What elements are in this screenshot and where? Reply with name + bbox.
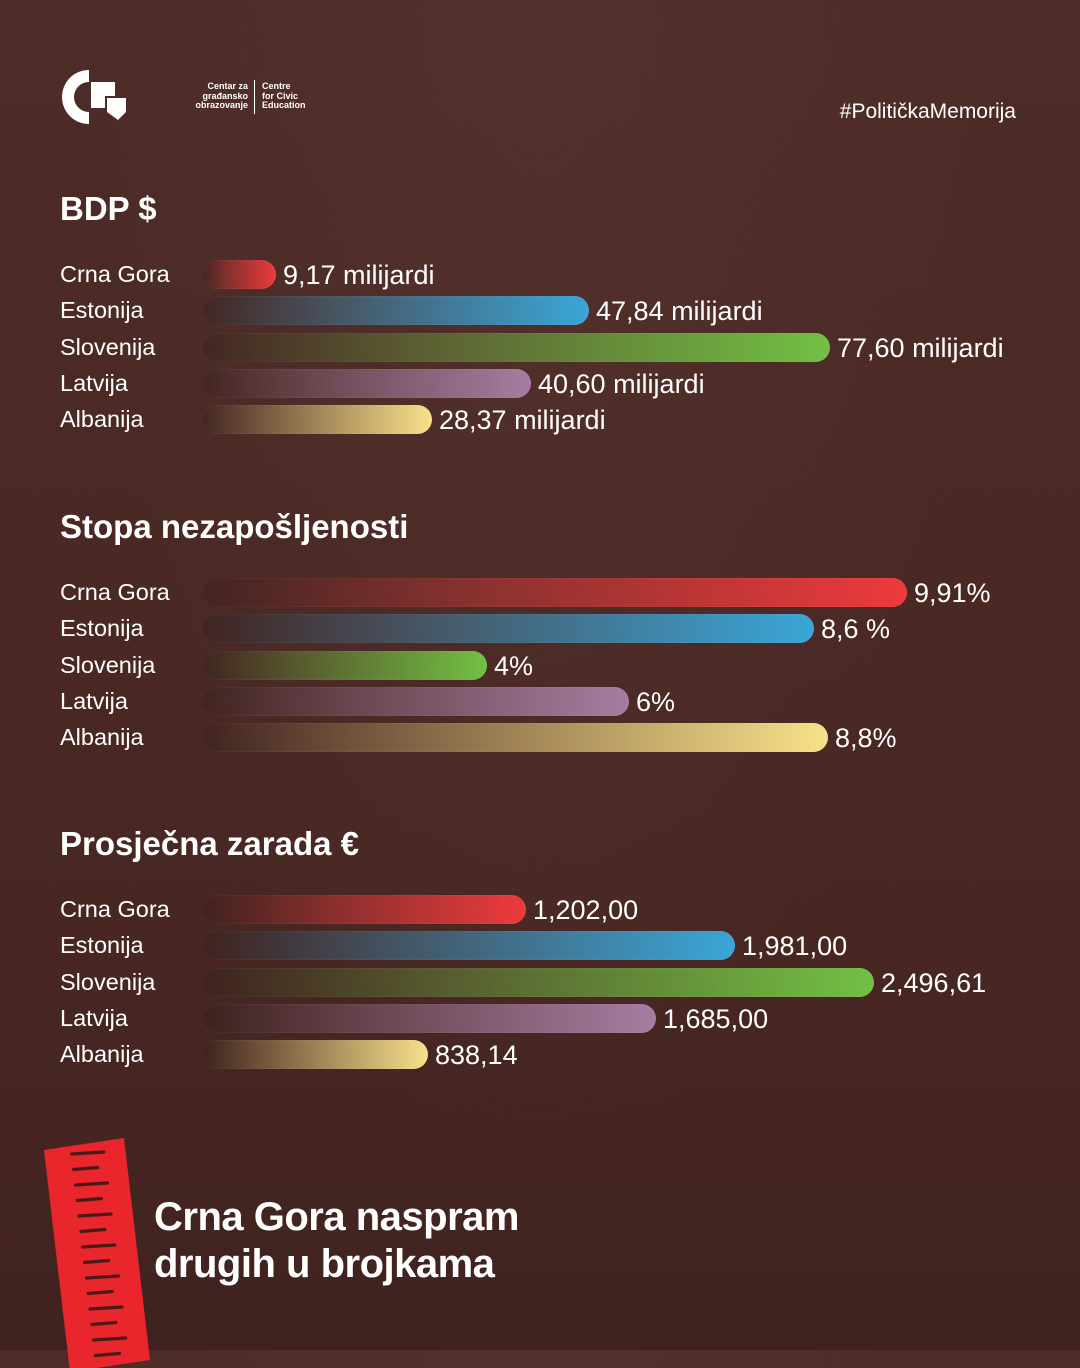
bar-row: Crna Gora 9,91% [60,577,1040,613]
bar [202,332,830,362]
bar [202,405,432,435]
bar-row: Albanija 8,8% [60,722,1040,758]
chart-title: BDP $ [60,190,157,227]
value-label: 1,685,00 [663,1003,769,1034]
category-label: Slovenija [60,968,156,995]
bar [202,368,531,398]
bar [202,614,814,644]
value-label: 28,37 milijardi [439,405,606,436]
ruler-tick [84,1274,120,1280]
value-label: 1,202,00 [533,895,639,925]
category-label: Estonija [60,297,144,324]
value-label: 838,14 [435,1040,518,1071]
logo-divider [254,80,255,114]
category-label: Crna Gora [60,579,170,605]
bar-row: Slovenija 2,496,61 [60,967,1040,1003]
ruler-tick [92,1336,128,1342]
ruler-tick [93,1351,122,1358]
value-label: 9,91% [914,578,991,608]
logo-text-local: Centar za građansko obrazovanje [195,81,248,110]
logo-text-english: Centre for Civic Education [262,81,306,110]
bar-rows: Crna Gora 9,91% Estonija 8,6 % Slovenija 4% La… [60,577,1040,758]
bar-row: Estonija 47,84 milijardi [60,295,1040,331]
bar-row: Latvija 40,60 milijardi [60,368,1040,404]
category-label: Latvija [60,1004,128,1031]
bar-row: Slovenija 4% [60,650,1040,686]
ruler-tick [81,1243,117,1249]
ruler-tick [77,1212,113,1218]
ruler-tick [90,1320,118,1327]
chart-title: Stopa nezapošljenosti [60,508,409,545]
chart-unemployment: Stopa nezapošljenosti Crna Gora 9,91% Esto… [60,505,1040,758]
hashtag: #PolitičkaMemorija [839,100,1016,123]
category-label: Slovenija [60,333,156,360]
bar [202,650,487,680]
ruler-tick [86,1289,114,1296]
ruler-tick [73,1181,110,1187]
bar [202,931,735,961]
ruler-icon [44,1138,150,1368]
ruler-tick [88,1305,124,1311]
bar-rows: Crna Gora 1,202,00 Estonija 1,981,00 Sloveni… [60,894,1040,1075]
category-label: Latvija [60,369,128,396]
ruler-tick [72,1165,100,1172]
category-label: Latvija [60,687,128,714]
ruler-tick [75,1196,103,1203]
bar-row: Albanija 28,37 milijardi [60,404,1040,440]
bar [202,296,589,326]
cgo-logo: Centar za građansko obrazovanje Centre f… [60,68,306,128]
bar [202,895,526,924]
bar-row: Crna Gora 1,202,00 [60,894,1040,930]
category-label: Albanija [60,1041,144,1068]
value-label: 77,60 milijardi [837,332,1004,363]
bar [202,1040,428,1070]
value-label: 40,60 milijardi [538,368,705,399]
category-label: Albanija [60,724,144,751]
category-label: Estonija [60,615,144,642]
chart-title: Prosječna zarada € [60,825,359,862]
value-label: 1,981,00 [742,931,848,962]
chart-average-salary: Prosječna zarada € Crna Gora 1,202,00 Esto… [60,822,1040,1075]
value-label: 4% [494,650,534,681]
ruler-tick [70,1150,106,1156]
ruler-tick [79,1227,107,1234]
value-label: 6% [636,686,676,717]
bar [202,967,874,997]
bar [202,723,828,753]
bar [202,578,907,607]
bar-row: Latvija 6% [60,686,1040,722]
bar [202,686,629,716]
category-label: Albanija [60,406,144,433]
value-label: 2,496,61 [881,967,987,998]
bar [202,260,276,289]
category-label: Crna Gora [60,896,170,922]
bar-rows: Crna Gora 9,17 milijardi Estonija 47,84 mil… [60,259,1040,440]
value-label: 9,17 milijardi [283,260,435,290]
value-label: 47,84 milijardi [596,296,763,327]
value-label: 8,6 % [821,614,891,645]
category-label: Crna Gora [60,261,170,287]
ruler-tick [82,1258,111,1265]
bar-row: Latvija 1,685,00 [60,1003,1040,1039]
bar-row: Crna Gora 9,17 milijardi [60,259,1040,295]
bar [202,1003,656,1033]
category-label: Slovenija [60,651,156,678]
value-label: 8,8% [835,723,897,754]
bar-row: Estonija 8,6 % [60,613,1040,649]
category-label: Estonija [60,932,144,959]
footer-title: Crna Gora naspram drugih u brojkama [154,1195,519,1286]
cgo-logo-icon [62,70,126,124]
bar-row: Estonija 1,981,00 [60,930,1040,966]
chart-gdp: BDP $ Crna Gora 9,17 milijardi Estonija 47,… [60,187,1040,440]
bar-row: Slovenija 77,60 milijardi [60,332,1040,368]
bar-row: Albanija 838,14 [60,1039,1040,1075]
